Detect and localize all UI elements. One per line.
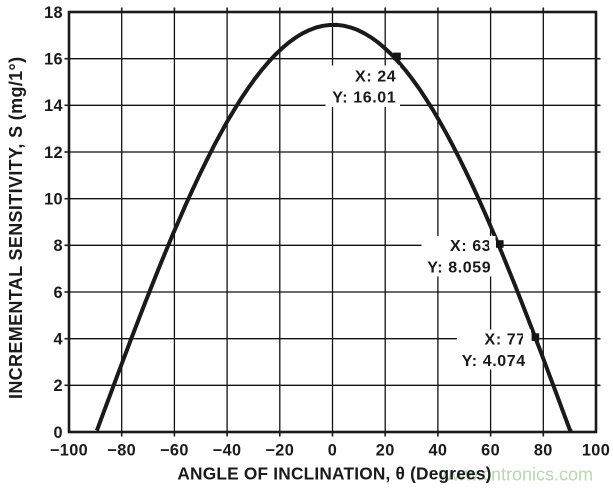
svg-text:Y: 8.059: Y: 8.059 [427, 259, 491, 276]
svg-text:12: 12 [44, 144, 63, 162]
svg-text:0: 0 [328, 442, 337, 460]
svg-text:60: 60 [481, 442, 500, 460]
svg-text:ANGLE OF INCLINATION, θ (Degre: ANGLE OF INCLINATION, θ (Degrees) [177, 463, 491, 483]
svg-text:−100: −100 [50, 442, 88, 460]
svg-text:−40: −40 [213, 442, 242, 460]
svg-text:6: 6 [54, 284, 63, 302]
svg-text:X: 63: X: 63 [450, 238, 491, 255]
svg-text:100: 100 [582, 442, 610, 460]
svg-text:www.cntronics.com: www.cntronics.com [438, 465, 593, 485]
svg-text:4: 4 [54, 331, 63, 349]
svg-text:−80: −80 [107, 442, 136, 460]
svg-text:20: 20 [376, 442, 395, 460]
svg-text:−20: −20 [265, 442, 294, 460]
svg-text:X: 77: X: 77 [485, 332, 526, 349]
svg-text:X: 24: X: 24 [355, 68, 396, 85]
svg-text:16: 16 [44, 51, 63, 69]
svg-text:18: 18 [44, 4, 63, 22]
svg-text:2: 2 [54, 377, 63, 395]
svg-text:14: 14 [44, 97, 63, 115]
svg-text:INCREMENTAL SENSITIVITY, S (mg: INCREMENTAL SENSITIVITY, S (mg/1°) [6, 57, 26, 399]
svg-text:Y: 16.01: Y: 16.01 [332, 90, 396, 107]
svg-text:80: 80 [534, 442, 553, 460]
svg-text:40: 40 [428, 442, 447, 460]
svg-text:0: 0 [54, 424, 63, 442]
svg-text:8: 8 [54, 237, 63, 255]
svg-text:−60: −60 [160, 442, 189, 460]
svg-text:10: 10 [44, 191, 63, 209]
svg-text:Y: 4.074: Y: 4.074 [462, 353, 526, 370]
